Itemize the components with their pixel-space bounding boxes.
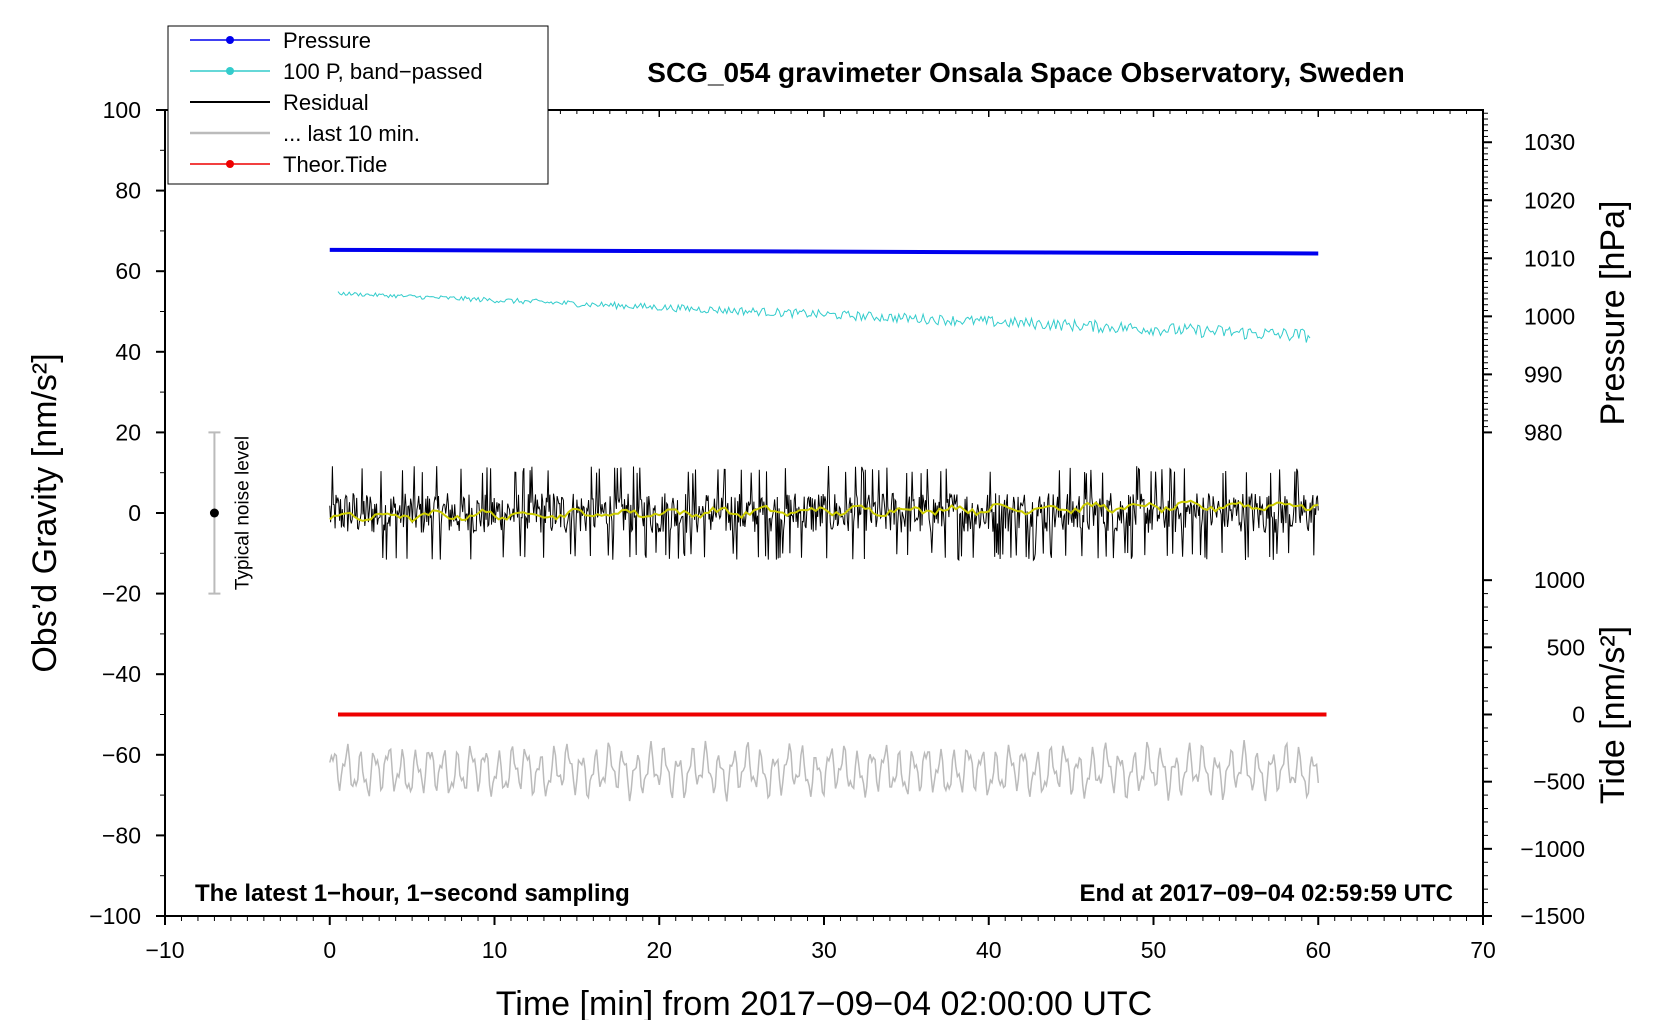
x-axis-title: Time [min] from 2017−09−04 02:00:00 UTC	[496, 985, 1152, 1020]
tide-tick-label: 0	[1572, 702, 1585, 728]
x-tick-label: 50	[1141, 937, 1167, 963]
legend-label-last-10-min: ... last 10 min.	[283, 121, 420, 146]
legend-label-band-passed: 100 P, band−passed	[283, 59, 483, 84]
pressure-tick-label: 1020	[1524, 187, 1575, 213]
legend-entry-theor-tide: Theor.Tide	[190, 152, 387, 177]
x-tick-label: 40	[976, 937, 1002, 963]
noise-level-indicator: Typical noise level	[208, 431, 253, 595]
y-tick-label: 20	[115, 419, 141, 445]
tide-tick-label: −1000	[1520, 836, 1585, 862]
legend-label-pressure: Pressure	[283, 28, 371, 53]
legend: Pressure 100 P, band−passed Residual ...…	[167, 25, 549, 185]
tide-tick-label: 1000	[1534, 567, 1585, 593]
y-axis-ticks: −100 −80 −60 −40 −20 0 20 40 60 80 100	[89, 97, 165, 929]
tide-tick-label: −1500	[1520, 903, 1585, 929]
residual-smoothed-line	[329, 499, 1319, 524]
legend-label-theor-tide: Theor.Tide	[283, 152, 387, 177]
data-series	[329, 247, 1327, 802]
x-tick-label: 30	[811, 937, 837, 963]
pressure-tick-label: 990	[1524, 361, 1562, 387]
x-tick-label: −10	[145, 937, 184, 963]
pressure-tick-label: 1000	[1524, 303, 1575, 329]
tide-axis-ticks: −1500 −1000 −500 0 500 1000	[1482, 567, 1585, 929]
tide-tick-label: −500	[1533, 769, 1585, 795]
x-tick-label: 60	[1305, 937, 1331, 963]
y-tick-label: 100	[103, 97, 141, 123]
tide-tick-label: 500	[1547, 634, 1585, 660]
noise-level-label: Typical noise level	[232, 436, 253, 590]
pressure-axis-title: Pressure [hPa]	[1594, 201, 1632, 426]
band-passed-pressure-line	[337, 291, 1311, 343]
noise-bar-center-dot	[209, 508, 219, 518]
tide-axis-title: Tide [nm/s²]	[1594, 626, 1632, 804]
pressure-tick-label: 1030	[1524, 129, 1575, 155]
x-tick-label: 0	[323, 937, 336, 963]
end-time-note: End at 2017−09−04 02:59:59 UTC	[1079, 880, 1453, 907]
pressure-line	[329, 247, 1319, 256]
legend-box	[167, 25, 549, 185]
y-tick-label: 0	[128, 500, 141, 526]
chart-title: SCG_054 gravimeter Onsala Space Observat…	[647, 57, 1404, 88]
legend-entry-band-passed: 100 P, band−passed	[190, 59, 483, 84]
pressure-axis-ticks: 980 990 1000 1010 1020 1030	[1482, 110, 1575, 445]
legend-entry-pressure: Pressure	[190, 28, 371, 53]
legend-label-residual: Residual	[283, 90, 369, 115]
y-tick-label: −100	[89, 903, 141, 929]
legend-marker-band-passed	[226, 67, 234, 75]
last-10-min-line	[329, 740, 1320, 802]
legend-marker-theor-tide	[226, 160, 234, 168]
pressure-tick-label: 980	[1524, 419, 1562, 445]
y-tick-label: 60	[115, 258, 141, 284]
y-tick-label: −80	[102, 822, 141, 848]
x-tick-label: 10	[482, 937, 508, 963]
residual-line	[329, 465, 1319, 562]
legend-marker-pressure	[226, 36, 234, 44]
y-tick-label: −20	[102, 581, 141, 607]
x-tick-label: 20	[646, 937, 672, 963]
x-axis-ticks: −10 0 10 20 30 40 50 60 70	[145, 110, 1496, 963]
y-tick-label: 40	[115, 339, 141, 365]
y-axis-title: Obs’d Gravity [nm/s²]	[26, 353, 64, 672]
y-tick-label: −40	[102, 661, 141, 687]
legend-entry-last-10-min: ... last 10 min.	[190, 121, 420, 146]
pressure-tick-label: 1010	[1524, 245, 1575, 271]
x-tick-label: 70	[1470, 937, 1496, 963]
sampling-note: The latest 1−hour, 1−second sampling	[195, 880, 630, 907]
y-tick-label: 80	[115, 178, 141, 204]
legend-entry-residual: Residual	[190, 90, 369, 115]
y-tick-label: −60	[102, 742, 141, 768]
